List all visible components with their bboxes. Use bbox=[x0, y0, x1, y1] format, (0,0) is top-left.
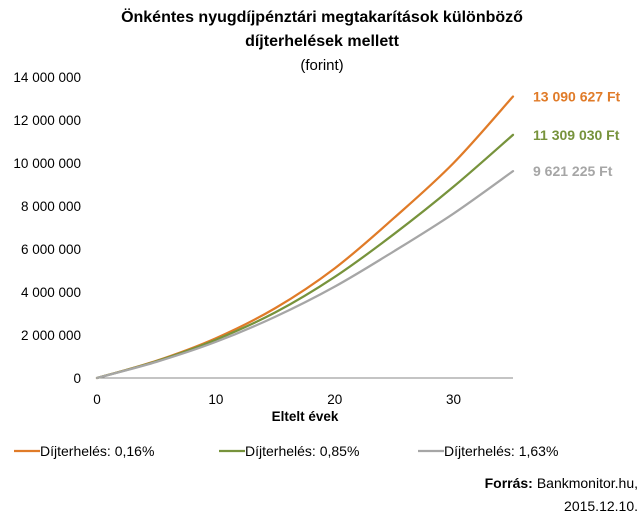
series-line-2 bbox=[95, 133, 515, 380]
end-labels: 13 090 627 Ft 11 309 030 Ft 9 621 225 Ft bbox=[533, 89, 621, 180]
y-tick-label: 0 bbox=[73, 371, 81, 386]
y-tick-label: 2 000 000 bbox=[21, 328, 81, 343]
chart-title-line-2: díjterhelések mellett bbox=[245, 33, 400, 50]
x-tick-label: 30 bbox=[446, 392, 461, 407]
source-date: 2015.12.10. bbox=[564, 498, 638, 514]
source-label: Forrás: bbox=[485, 475, 533, 491]
y-tick-label: 4 000 000 bbox=[21, 285, 81, 300]
y-tick-label: 12 000 000 bbox=[13, 113, 81, 128]
series-end-label-2: 11 309 030 Ft bbox=[533, 127, 620, 143]
y-tick-label: 10 000 000 bbox=[13, 156, 81, 171]
chart-subtitle: (forint) bbox=[300, 57, 343, 74]
series-line-1 bbox=[95, 95, 515, 380]
legend-label-2: Díjterhelés: 0,85% bbox=[245, 443, 359, 459]
x-tick-label: 10 bbox=[208, 392, 223, 407]
x-axis-label: Eltelt évek bbox=[272, 409, 339, 424]
series-group bbox=[95, 95, 515, 380]
series-end-label-1: 13 090 627 Ft bbox=[533, 89, 621, 105]
x-tick-label: 20 bbox=[327, 392, 342, 407]
x-tick-label: 0 bbox=[93, 392, 101, 407]
legend-label-1: Díjterhelés: 0,16% bbox=[40, 443, 154, 459]
series-end-label-3: 9 621 225 Ft bbox=[533, 163, 613, 179]
chart-title-line-1: Önkéntes nyugdíjpénztári megtakarítások … bbox=[121, 7, 523, 26]
y-tick-label: 8 000 000 bbox=[21, 199, 81, 214]
axes: 0 2 000 000 4 000 000 6 000 000 8 000 000 10 … bbox=[13, 70, 513, 407]
source-text: Bankmonitor.hu, bbox=[537, 475, 638, 491]
legend-label-3: Díjterhelés: 1,63% bbox=[444, 443, 558, 459]
y-tick-label: 14 000 000 bbox=[13, 70, 81, 85]
y-tick-label: 6 000 000 bbox=[21, 242, 81, 257]
source-line-1: Forrás: Bankmonitor.hu, bbox=[485, 475, 638, 491]
series-line-3 bbox=[95, 170, 515, 380]
legend: Díjterhelés: 0,16% Díjterhelés: 0,85% Díjt… bbox=[14, 443, 558, 459]
